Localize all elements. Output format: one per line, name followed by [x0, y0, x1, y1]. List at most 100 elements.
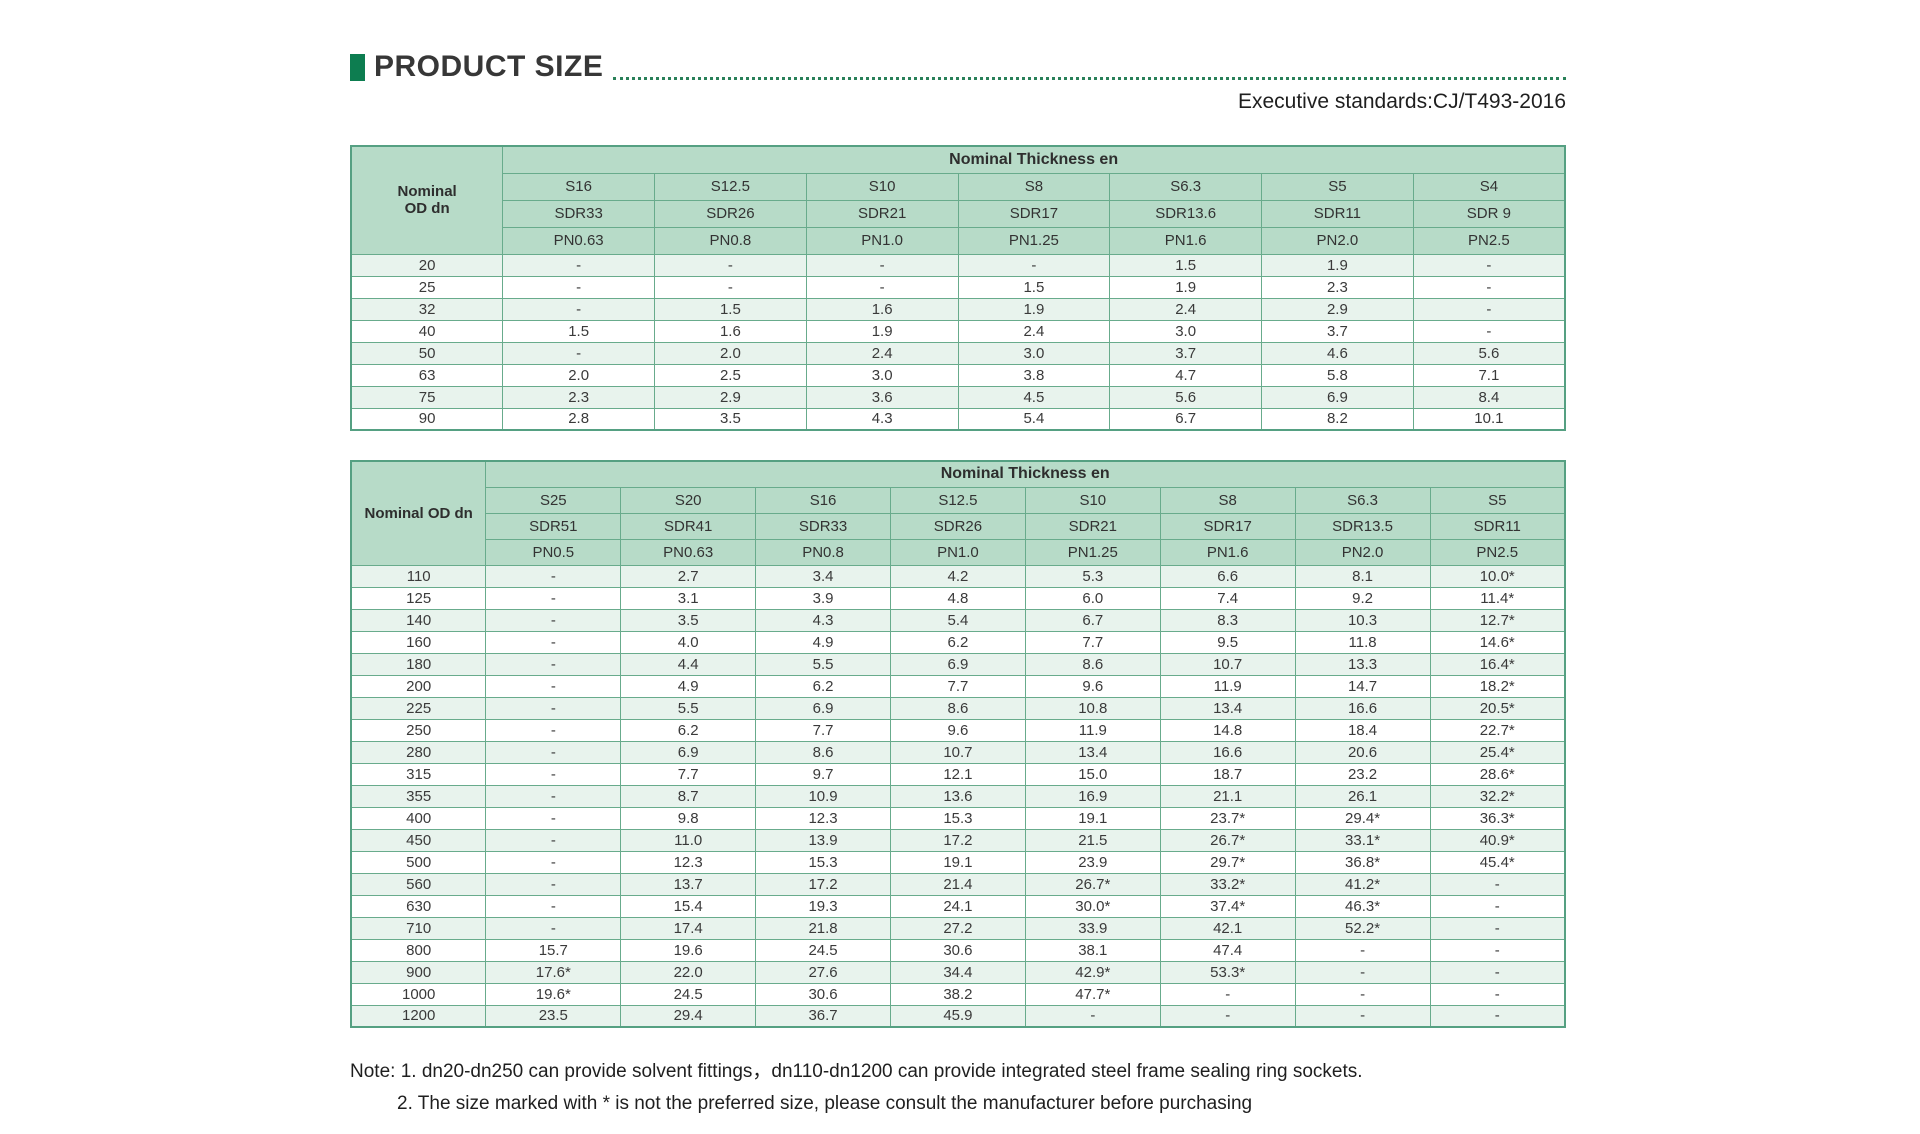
thickness-cell: 12.3: [620, 850, 757, 874]
thickness-cell: 17.6*: [485, 960, 622, 984]
thickness-cell: 5.4: [890, 608, 1026, 632]
thickness-cell: -: [1024, 1004, 1161, 1028]
thickness-cell: 28.6*: [1429, 762, 1566, 786]
thickness-cell: 41.2*: [1294, 872, 1431, 896]
thickness-cell: 40.9*: [1429, 828, 1566, 852]
thickness-cell: 20.6: [1294, 740, 1431, 764]
table-row: 280-6.9 8.6 10.7 13.4 16.6 20.6 25.4*: [350, 740, 1566, 764]
thickness-cell: 45.4*: [1429, 850, 1566, 874]
sdr-header: SDR41: [620, 512, 757, 540]
pn-header: PN1.25: [1024, 538, 1161, 566]
executive-standard-text: Executive standards:CJ/T493-2016: [1237, 90, 1566, 113]
footnotes: Note: 1. dn20-dn250 can provide solvent …: [350, 1056, 1566, 1125]
thickness-cell: -: [1412, 297, 1566, 321]
table-row: 25- - -1.5 1.9 2.3-: [350, 275, 1566, 299]
thickness-cell: 6.9: [755, 696, 891, 720]
od-cell: 25: [350, 275, 504, 299]
thickness-cell: -: [1412, 275, 1566, 299]
thickness-cell: -: [485, 740, 622, 764]
thickness-cell: -: [1412, 253, 1566, 277]
thickness-cell: 1.5: [1109, 253, 1262, 277]
thickness-cell: 53.3*: [1159, 960, 1296, 984]
series-header: S8: [1159, 486, 1296, 514]
thickness-cell: 6.2: [620, 718, 757, 742]
thickness-cell: 8.6: [755, 740, 891, 764]
series-header: S25: [485, 486, 622, 514]
thickness-cell: 11.0: [620, 828, 757, 852]
sdr-header: SDR17: [957, 199, 1111, 228]
series-header: S10: [805, 172, 959, 201]
series-header: S8: [957, 172, 1111, 201]
thickness-cell: 9.2: [1294, 586, 1431, 610]
thickness-cell: -: [1294, 960, 1431, 984]
pn-header: PN1.6: [1109, 226, 1262, 255]
thickness-cell: -: [485, 718, 622, 742]
series-header: S12.5: [890, 486, 1026, 514]
table-row: 200-4.9 6.2 7.7 9.6 11.9 14.7 18.2*: [350, 674, 1566, 698]
thickness-cell: 6.2: [755, 674, 891, 698]
thickness-cell: 52.2*: [1294, 916, 1431, 940]
od-cell: 125: [350, 586, 487, 610]
thickness-cell: 23.7*: [1159, 806, 1296, 830]
thickness-cell: 16.9: [1024, 784, 1161, 808]
sdr-header: SDR11: [1429, 512, 1566, 540]
thickness-cell: -: [1429, 1004, 1566, 1028]
thickness-cell: 4.3: [755, 608, 891, 632]
table-row: 140-3.5 4.3 5.4 6.7 8.3 10.3 12.7*: [350, 608, 1566, 632]
thickness-cell: 36.7: [755, 1004, 891, 1028]
thickness-cell: 15.7: [485, 938, 622, 962]
thickness-cell: 2.0: [654, 341, 807, 365]
table-row: 225-5.5 6.9 8.6 10.8 13.4 16.6 20.5*: [350, 696, 1566, 720]
thickness-cell: -: [502, 275, 655, 299]
thickness-cell: 2.4: [1109, 297, 1262, 321]
od-cell: 560: [350, 872, 487, 896]
thickness-cell: -: [957, 253, 1111, 277]
thickness-cell: 15.3: [755, 850, 891, 874]
thickness-cell: 4.8: [890, 586, 1026, 610]
od-cell: 40: [350, 319, 504, 343]
pn-header: PN0.5: [485, 538, 622, 566]
thickness-cell: 3.6: [805, 385, 959, 409]
thickness-cell: 7.7: [1024, 630, 1161, 654]
thickness-cell: 27.6: [755, 960, 891, 984]
thickness-cell: 1.5: [654, 297, 807, 321]
thickness-cell: 21.5: [1024, 828, 1161, 852]
thickness-cell: 1.6: [654, 319, 807, 343]
thickness-cell: 1.5: [502, 319, 655, 343]
thickness-cell: 36.3*: [1429, 806, 1566, 830]
thickness-cell: -: [1159, 982, 1296, 1006]
od-cell: 20: [350, 253, 504, 277]
thickness-cell: -: [485, 674, 622, 698]
od-cell: 225: [350, 696, 487, 720]
od-cell: 450: [350, 828, 487, 852]
table-row: 1000 19.6* 24.5 30.6 38.2 47.7* - - -: [350, 982, 1566, 1006]
thickness-cell: 42.9*: [1024, 960, 1161, 984]
thickness-cell: 8.2: [1261, 407, 1414, 431]
series-header: S4: [1412, 172, 1566, 201]
sdr-header: SDR13.6: [1109, 199, 1262, 228]
table-row: 800 15.7 19.6 24.5 30.6 38.1 47.4- -: [350, 938, 1566, 962]
thickness-cell: 4.0: [620, 630, 757, 654]
table-row: 900 17.6* 22.0 27.6 34.4 42.9* 53.3* - -: [350, 960, 1566, 984]
pn-header: PN2.5: [1412, 226, 1566, 255]
thickness-cell: 2.3: [502, 385, 655, 409]
series-header: S5: [1261, 172, 1414, 201]
thickness-cell: -: [485, 894, 622, 918]
thickness-cell: 21.4: [890, 872, 1026, 896]
thickness-cell: 26.1: [1294, 784, 1431, 808]
sdr-header: SDR33: [502, 199, 655, 228]
thickness-cell: 10.7: [890, 740, 1026, 764]
thickness-cell: 9.8: [620, 806, 757, 830]
thickness-cell: 21.8: [755, 916, 891, 940]
thickness-cell: 8.6: [890, 696, 1026, 720]
thickness-cell: 8.4: [1412, 385, 1566, 409]
sdr-header: SDR13.5: [1294, 512, 1431, 540]
thickness-cell: 13.3: [1294, 652, 1431, 676]
table-row: 90 2.8 3.5 4.3 5.4 6.7 8.2 10.1: [350, 407, 1566, 431]
thickness-group-header: Nominal Thickness en: [485, 460, 1566, 488]
thickness-cell: 33.2*: [1159, 872, 1296, 896]
table-row: 1200 23.5 29.4 36.7 45.9- - - -: [350, 1004, 1566, 1028]
thickness-cell: 47.7*: [1024, 982, 1161, 1006]
thickness-cell: 4.6: [1261, 341, 1414, 365]
thickness-cell: -: [1412, 319, 1566, 343]
